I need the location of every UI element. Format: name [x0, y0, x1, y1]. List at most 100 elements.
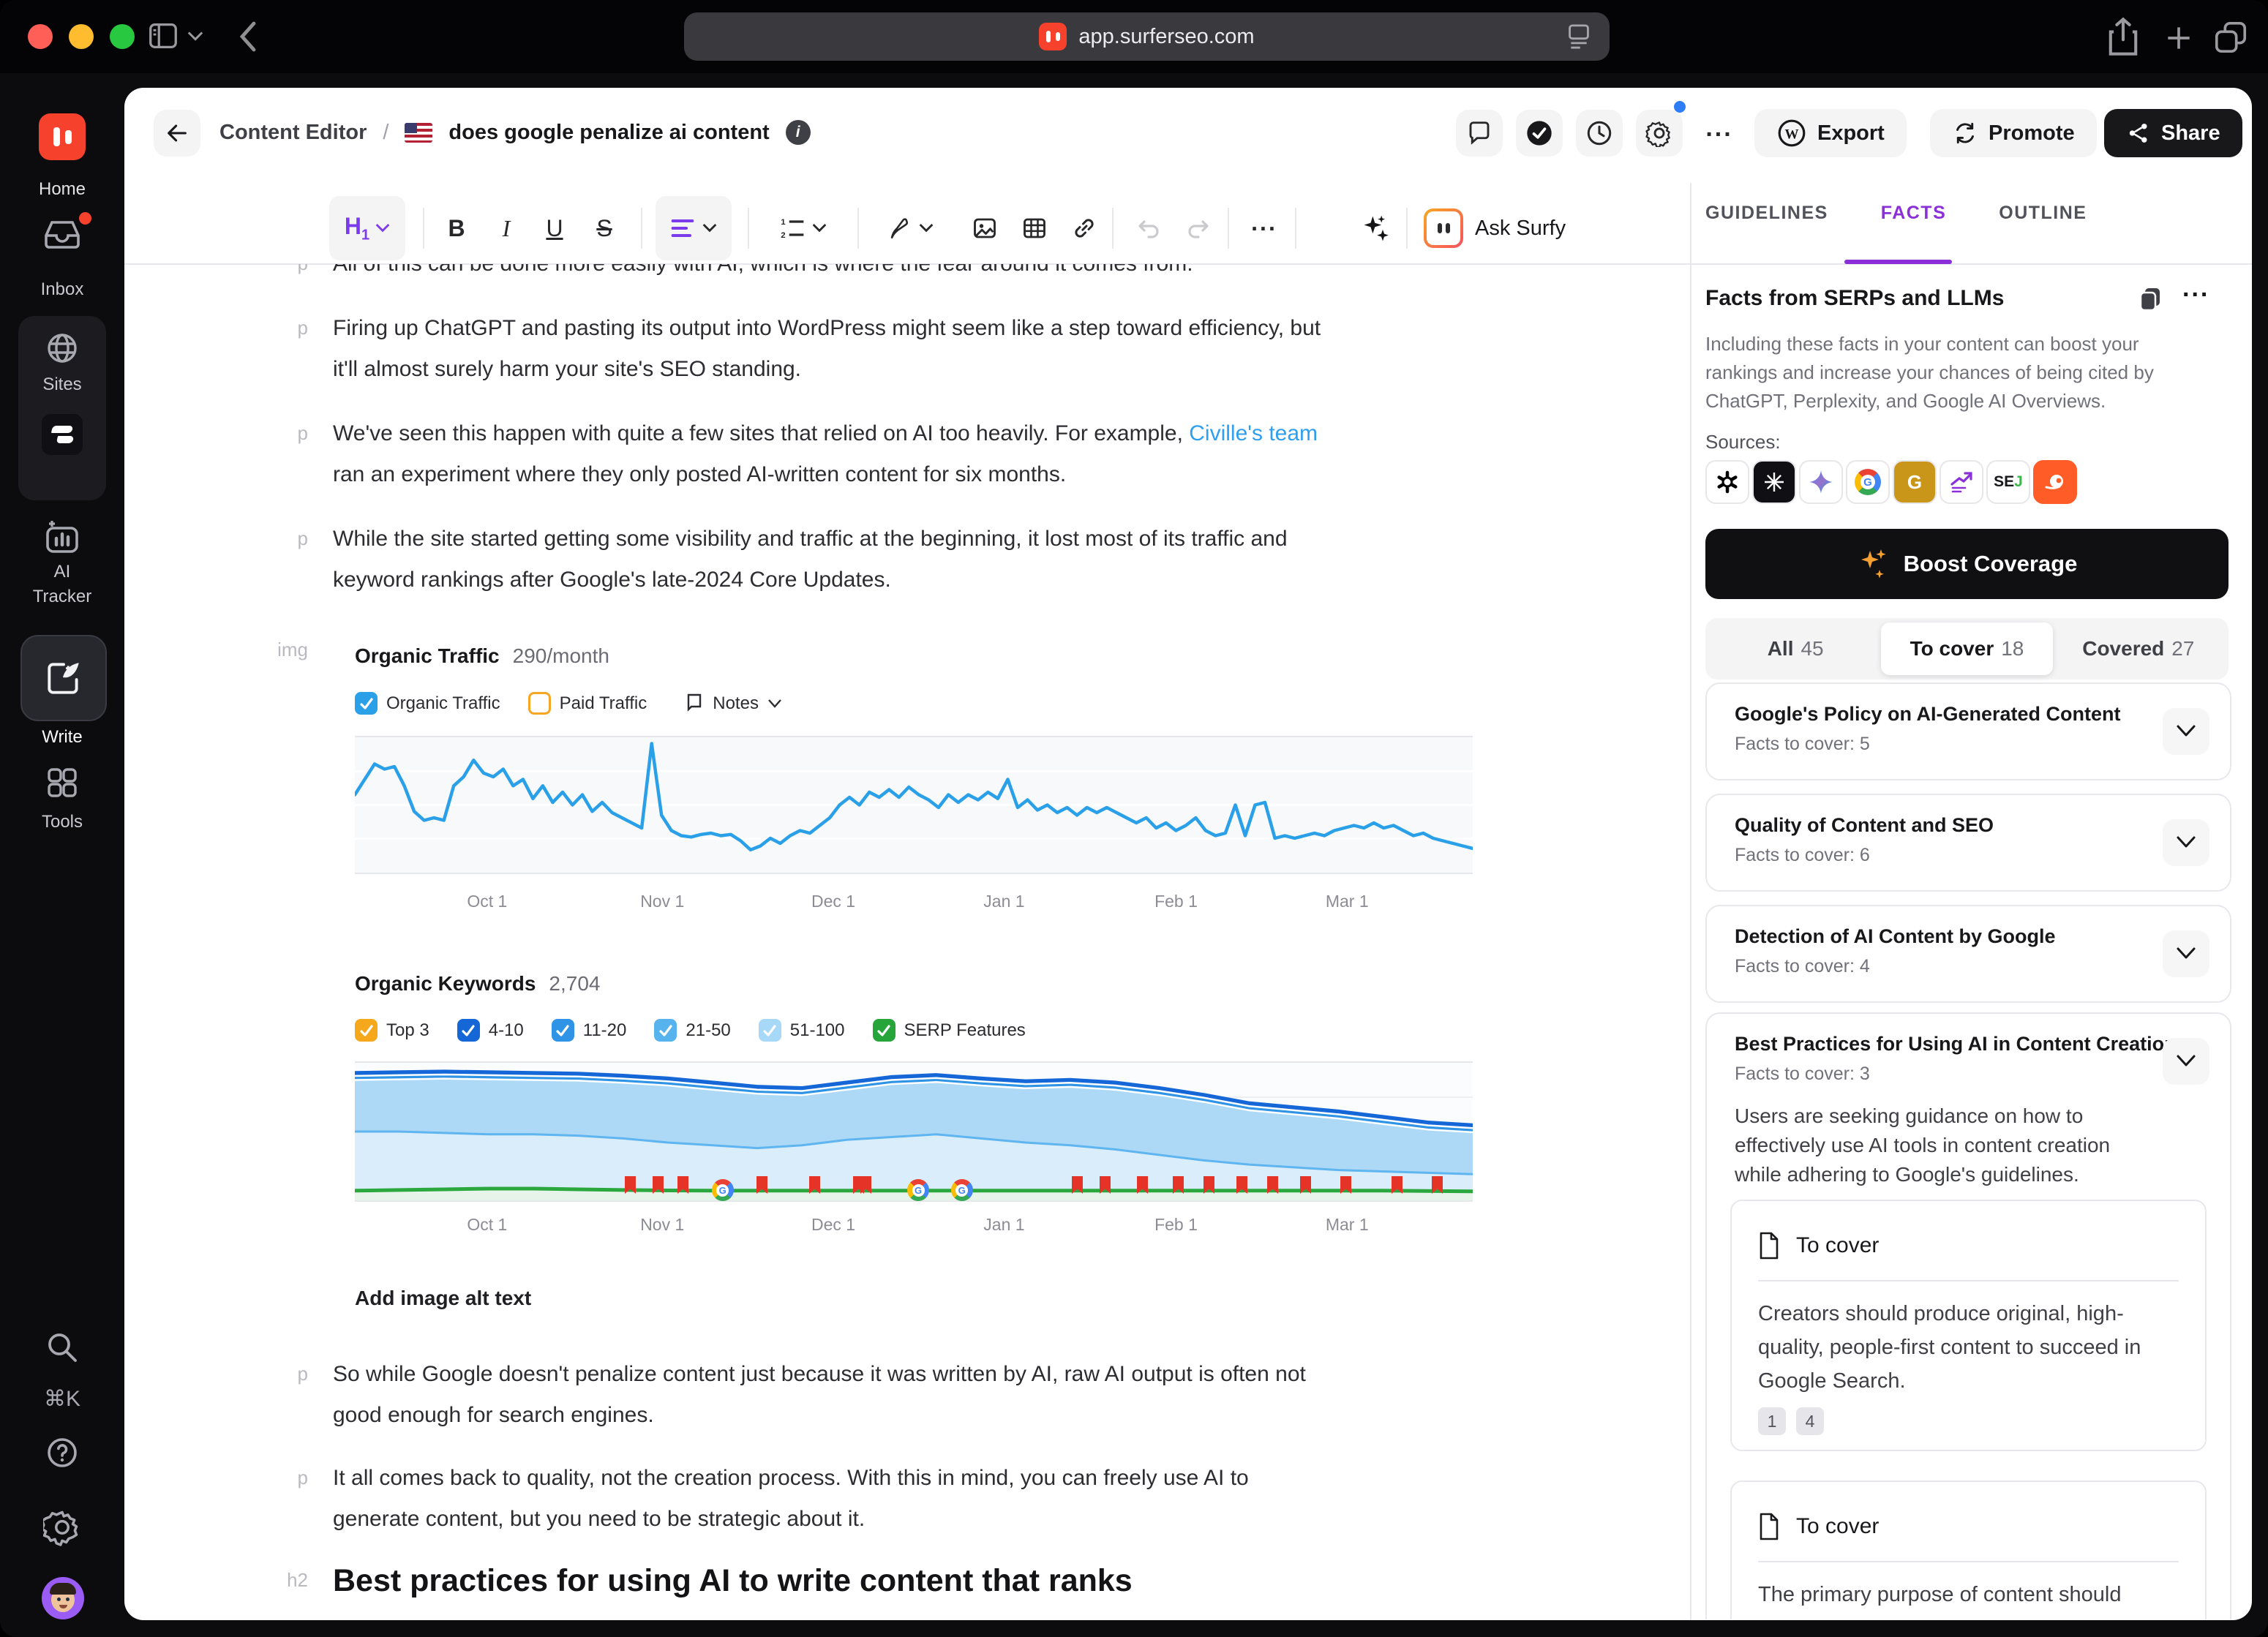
new-tab-icon[interactable]	[2163, 22, 2195, 54]
sidebar-item-home[interactable]: Home	[38, 179, 86, 199]
google-update-flag[interactable]	[1390, 1175, 1404, 1195]
reader-view-icon[interactable]	[1567, 24, 1591, 49]
strikethrough-button[interactable]: S	[596, 214, 612, 241]
share-button[interactable]: Share	[2104, 109, 2242, 157]
legend-item[interactable]: 4-10	[457, 1019, 524, 1042]
bold-button[interactable]: B	[448, 214, 465, 241]
underline-button[interactable]: U	[546, 214, 563, 241]
sidebar-item-ai-tracker-line2[interactable]: Tracker	[32, 587, 92, 606]
google-update-flag[interactable]	[1202, 1175, 1216, 1195]
share-page-icon[interactable]	[2104, 16, 2142, 57]
legend-checkbox[interactable]	[355, 692, 378, 715]
insert-link-button[interactable]	[1062, 196, 1106, 260]
google-update-flag[interactable]	[755, 1175, 769, 1195]
comments-button[interactable]	[1456, 110, 1503, 157]
legend-checkbox[interactable]	[457, 1019, 480, 1042]
back-button[interactable]	[154, 110, 200, 157]
undo-button[interactable]	[1127, 196, 1171, 260]
surfer-logo[interactable]	[39, 113, 86, 160]
google-update-flag[interactable]	[1098, 1175, 1112, 1195]
facts-more-button[interactable]: ...	[2182, 274, 2210, 302]
source-semrush-icon[interactable]	[2033, 460, 2077, 504]
source-sej-icon[interactable]: SEJ	[1986, 460, 2030, 504]
tab-overview-icon[interactable]	[2212, 19, 2249, 56]
google-update-flag[interactable]	[1135, 1175, 1149, 1195]
globe-icon[interactable]	[45, 331, 80, 366]
sidebar-item-tools[interactable]: Tools	[41, 812, 83, 832]
export-button[interactable]: W Export	[1754, 109, 1907, 157]
highlight-pen-button[interactable]	[871, 196, 950, 260]
breadcrumb-section[interactable]: Content Editor	[219, 120, 367, 144]
legend-checkbox[interactable]	[872, 1019, 895, 1042]
sidebar-toggle-icon[interactable]	[146, 19, 180, 53]
google-update-flag[interactable]	[676, 1175, 690, 1195]
alignment-button[interactable]	[656, 196, 732, 260]
tab-guidelines[interactable]: GUIDELINES	[1705, 203, 1828, 223]
google-update-icon[interactable]: G	[711, 1179, 734, 1201]
legend-item[interactable]: 51-100	[758, 1019, 845, 1042]
history-button[interactable]	[1576, 110, 1623, 157]
paragraph-block[interactable]: All of this can be done more easily with…	[333, 264, 1621, 285]
legend-notes-dropdown[interactable]: Notes	[685, 693, 782, 715]
editor-content[interactable]: p All of this can be done more easily wit…	[125, 264, 1690, 1619]
site-favicon[interactable]	[42, 414, 83, 455]
filter-to-cover[interactable]: To cover 18	[1881, 622, 2053, 675]
heading-style-button[interactable]: H1	[329, 196, 405, 260]
back-icon[interactable]	[239, 20, 258, 53]
source-gold-g-icon[interactable]: G	[1893, 460, 1937, 504]
italic-button[interactable]: I	[502, 214, 511, 241]
google-update-flag[interactable]	[859, 1175, 873, 1195]
fact-topic-card[interactable]: Best Practices for Using AI in Content C…	[1705, 1012, 2231, 1619]
filter-covered[interactable]: Covered 27	[2053, 622, 2224, 675]
insert-table-button[interactable]	[1013, 196, 1056, 260]
fact-topic-card[interactable]: Google's Policy on AI-Generated Content F…	[1705, 682, 2231, 780]
redo-button[interactable]	[1176, 196, 1220, 260]
source-openai-icon[interactable]	[1705, 460, 1749, 504]
google-update-flag[interactable]	[1430, 1175, 1444, 1195]
legend-item[interactable]: Top 3	[355, 1019, 429, 1042]
fact-topic-card[interactable]: Quality of Content and SEO Facts to cover…	[1705, 794, 2231, 892]
legend-checkbox[interactable]	[551, 1019, 574, 1042]
close-window-button[interactable]	[28, 24, 53, 49]
civille-team-link[interactable]: Civille's team	[1189, 421, 1318, 445]
search-icon[interactable]	[45, 1330, 80, 1365]
promote-button[interactable]: Promote	[1930, 109, 2097, 157]
minimize-window-button[interactable]	[69, 24, 94, 49]
fact-card[interactable]: To cover Creators should produce original…	[1730, 1200, 2207, 1451]
editor-settings-button[interactable]	[1636, 110, 1683, 157]
sidebar-item-inbox[interactable]: Inbox	[40, 279, 84, 299]
more-options-button[interactable]: ...	[1705, 113, 1733, 142]
reference-badge[interactable]: 1	[1758, 1407, 1786, 1435]
sidebar-item-write-tile[interactable]	[20, 635, 107, 721]
ai-sparkles-button[interactable]	[1353, 196, 1397, 260]
source-gemini-icon[interactable]	[1799, 460, 1843, 504]
google-update-flag[interactable]	[1070, 1175, 1084, 1195]
legend-item[interactable]: Paid Traffic	[527, 692, 647, 715]
google-update-flag[interactable]	[1299, 1175, 1313, 1195]
ask-surfy-button[interactable]: Ask Surfy	[1424, 196, 1614, 260]
sidebar-item-sites[interactable]: Sites	[42, 375, 82, 394]
google-update-icon[interactable]: G	[950, 1179, 973, 1201]
source-perplexity-icon[interactable]	[1752, 460, 1796, 504]
chevron-down-icon[interactable]	[187, 31, 203, 42]
expand-chevron-button[interactable]	[2163, 819, 2209, 866]
tab-facts[interactable]: FACTS	[1880, 203, 1947, 223]
legend-item[interactable]: 11-20	[551, 1019, 626, 1042]
legend-checkbox[interactable]	[654, 1019, 677, 1042]
google-update-flag[interactable]	[1235, 1175, 1249, 1195]
done-status-button[interactable]	[1516, 110, 1563, 157]
google-update-icon[interactable]: G	[907, 1179, 930, 1201]
google-update-flag[interactable]	[1266, 1175, 1280, 1195]
reference-badge[interactable]: 4	[1796, 1407, 1824, 1435]
google-update-flag[interactable]	[808, 1175, 822, 1195]
zoom-window-button[interactable]	[110, 24, 135, 49]
paragraph-block[interactable]: Firing up ChatGPT and pasting its output…	[333, 308, 1621, 390]
fact-card[interactable]: To cover The primary purpose of content s…	[1730, 1480, 2207, 1619]
fact-topic-card[interactable]: Detection of AI Content by Google Facts t…	[1705, 905, 2231, 1003]
inbox-icon[interactable]	[43, 218, 81, 250]
legend-checkbox[interactable]	[758, 1019, 781, 1042]
expand-chevron-button[interactable]	[2163, 930, 2209, 977]
legend-checkbox[interactable]	[355, 1019, 378, 1042]
avatar[interactable]	[42, 1577, 84, 1619]
legend-checkbox[interactable]	[527, 692, 551, 715]
